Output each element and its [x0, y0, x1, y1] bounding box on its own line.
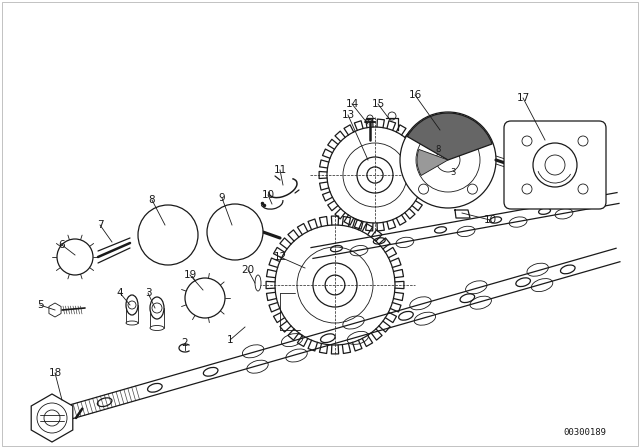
Text: 00300189: 00300189	[563, 427, 607, 436]
Circle shape	[138, 205, 198, 265]
FancyBboxPatch shape	[504, 121, 606, 209]
Ellipse shape	[126, 295, 138, 315]
Circle shape	[400, 112, 496, 208]
Text: 19: 19	[184, 270, 196, 280]
Ellipse shape	[150, 297, 164, 319]
Text: 3: 3	[451, 168, 456, 177]
Ellipse shape	[150, 326, 164, 331]
Ellipse shape	[255, 275, 261, 291]
Circle shape	[57, 239, 93, 275]
Text: 14: 14	[346, 99, 358, 109]
Circle shape	[578, 184, 588, 194]
Text: 8: 8	[435, 145, 441, 154]
Text: 4: 4	[116, 288, 124, 298]
Text: 11: 11	[273, 165, 287, 175]
Text: 10: 10	[261, 190, 275, 200]
Ellipse shape	[126, 321, 138, 325]
Text: 9: 9	[219, 193, 225, 203]
Text: 13: 13	[341, 110, 355, 120]
Text: 18: 18	[49, 368, 61, 378]
Text: 5: 5	[36, 300, 44, 310]
Text: 12: 12	[273, 252, 287, 262]
Text: 20: 20	[241, 265, 255, 275]
Text: 7: 7	[97, 220, 103, 230]
Circle shape	[207, 204, 263, 260]
Circle shape	[185, 278, 225, 318]
Circle shape	[522, 136, 532, 146]
Circle shape	[578, 136, 588, 146]
Text: 6: 6	[59, 240, 65, 250]
Circle shape	[467, 184, 477, 194]
Polygon shape	[31, 394, 73, 442]
Text: 15: 15	[371, 99, 385, 109]
Text: 17: 17	[516, 93, 530, 103]
Text: 10: 10	[483, 215, 497, 225]
Polygon shape	[49, 303, 61, 317]
Text: 2: 2	[182, 338, 188, 348]
Text: 8: 8	[148, 195, 156, 205]
Text: 1: 1	[227, 335, 234, 345]
Circle shape	[419, 184, 429, 194]
Wedge shape	[407, 113, 492, 160]
Text: 3: 3	[145, 288, 151, 298]
Circle shape	[522, 184, 532, 194]
Text: 16: 16	[408, 90, 422, 100]
Wedge shape	[417, 149, 448, 176]
